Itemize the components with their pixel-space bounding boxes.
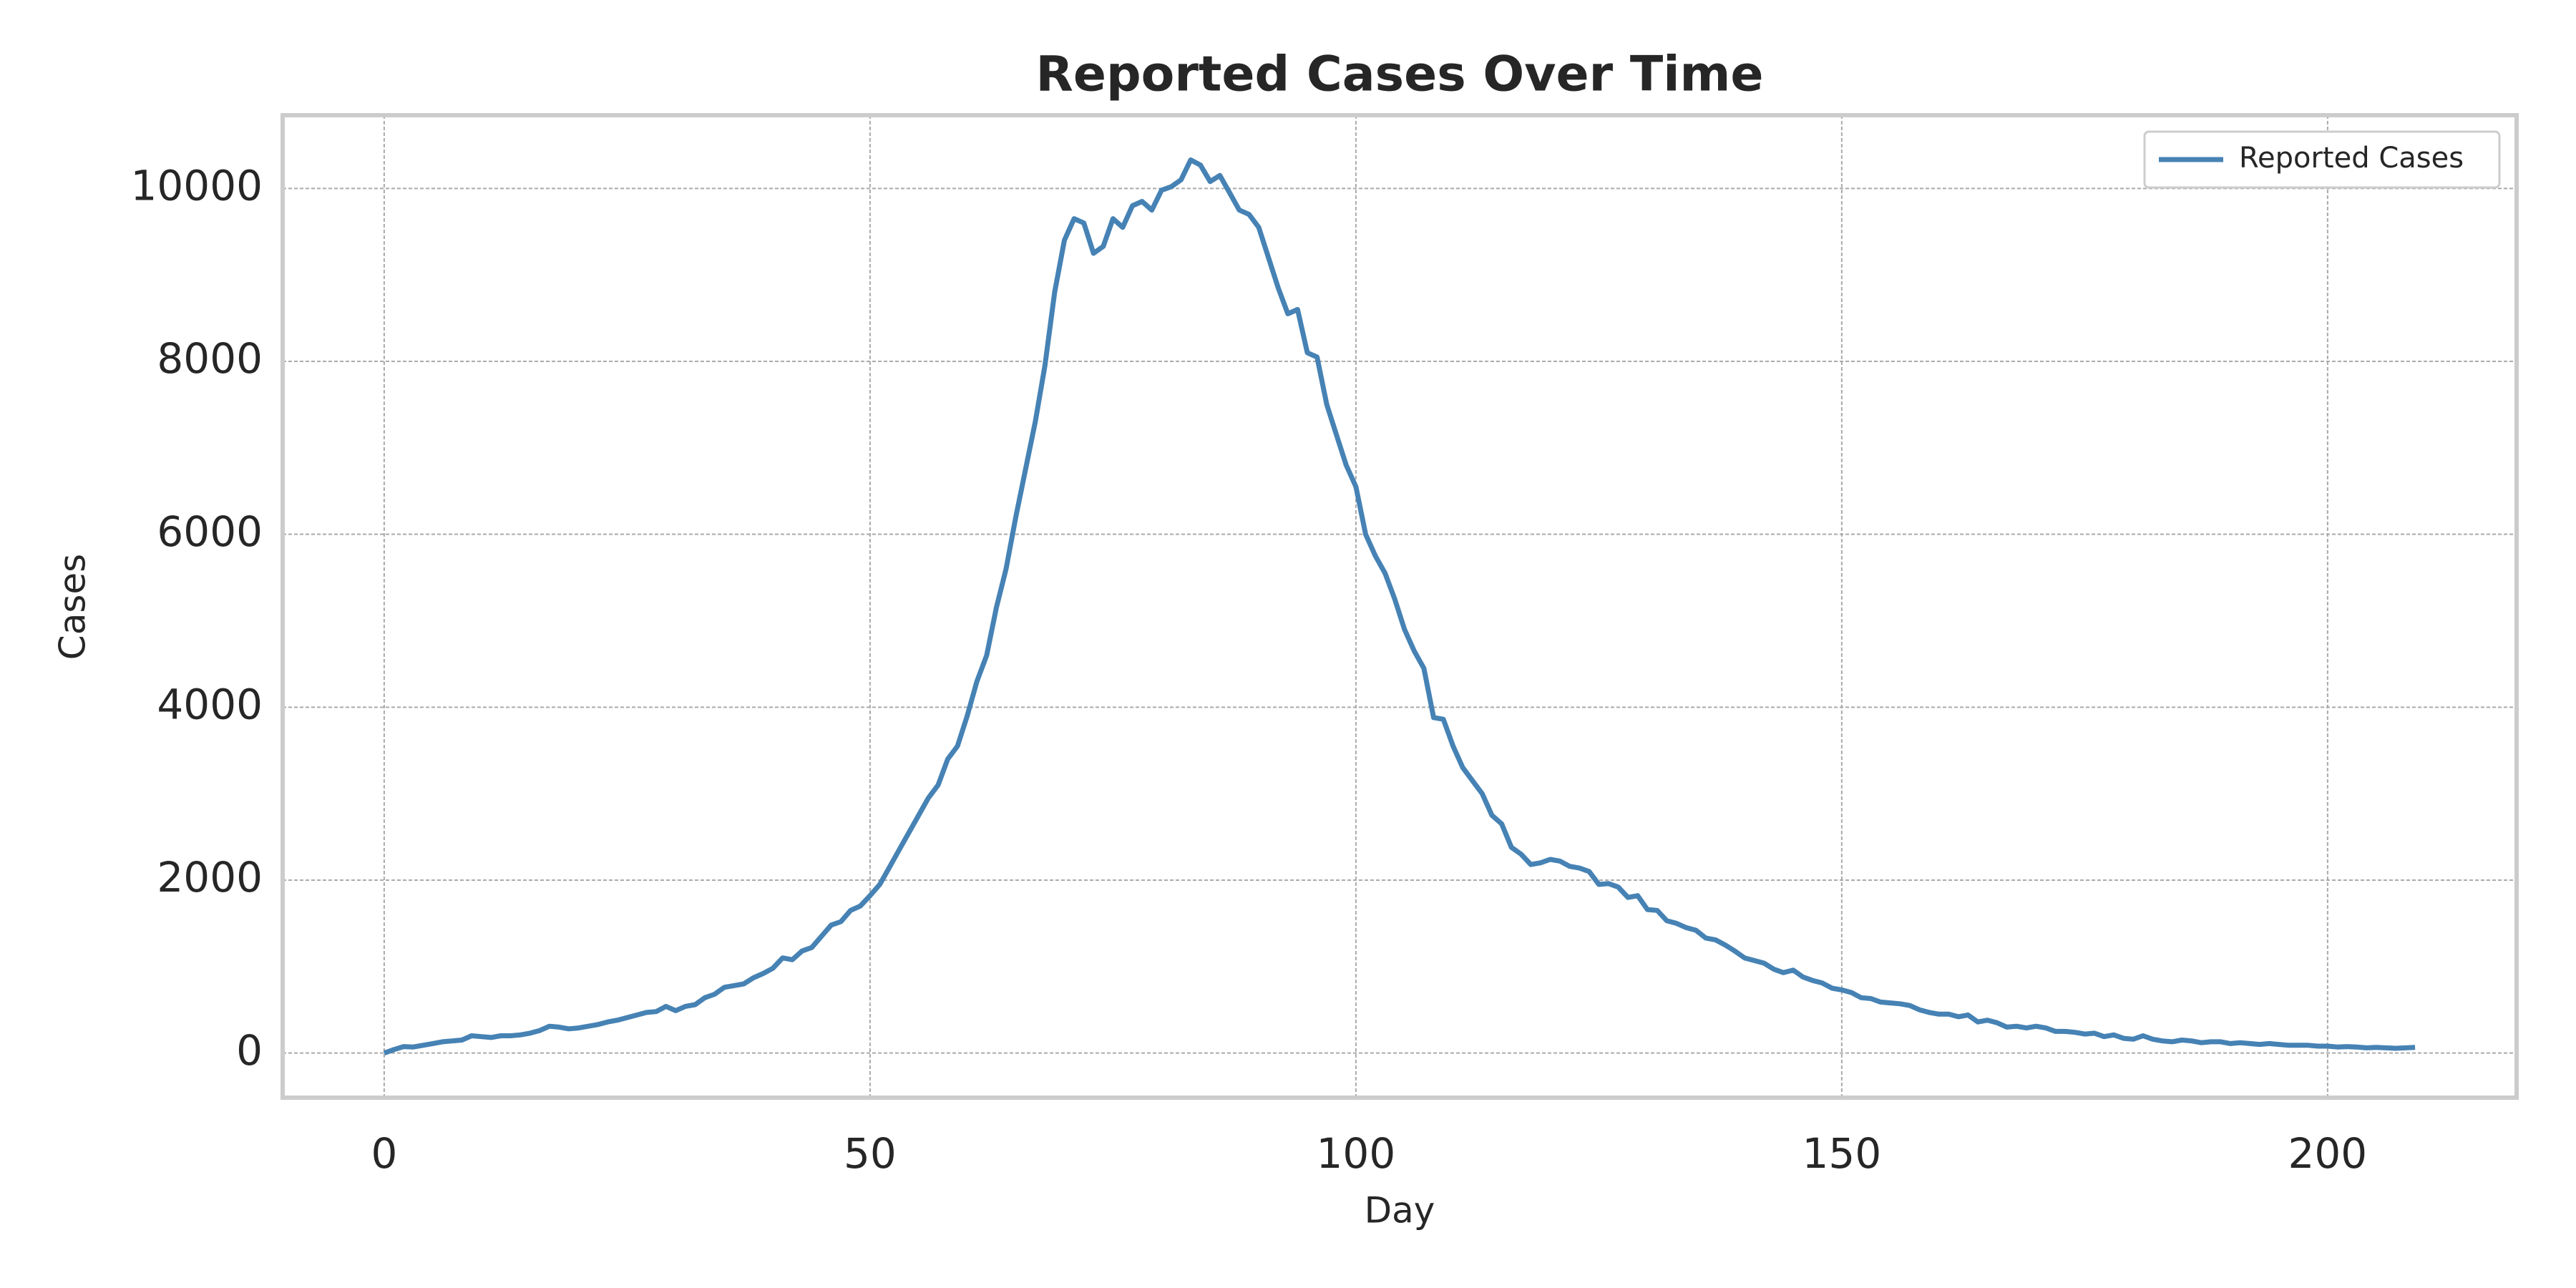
x-tick-label: 50 <box>844 1129 897 1178</box>
y-tick-label: 10000 <box>130 161 263 210</box>
legend-label: Reported Cases <box>2239 142 2464 175</box>
y-tick-label: 4000 <box>157 680 263 728</box>
y-tick-label: 0 <box>236 1026 263 1075</box>
data-line <box>383 157 2416 1055</box>
y-tick-label: 8000 <box>157 334 263 383</box>
x-tick-label: 0 <box>371 1129 397 1178</box>
x-tick-label: 100 <box>1317 1129 1396 1178</box>
y-tick-label: 6000 <box>157 507 263 556</box>
legend-box <box>2143 130 2501 189</box>
y-tick-label: 2000 <box>157 853 263 902</box>
x-tick-label: 200 <box>2288 1129 2368 1178</box>
x-tick-label: 150 <box>1802 1129 1882 1178</box>
chart-title: Reported Cases Over Time <box>1035 47 1763 103</box>
plot-frame <box>280 113 2519 1100</box>
x-axis-label: Day <box>1365 1190 1435 1231</box>
y-axis-label: Cases <box>52 554 94 660</box>
